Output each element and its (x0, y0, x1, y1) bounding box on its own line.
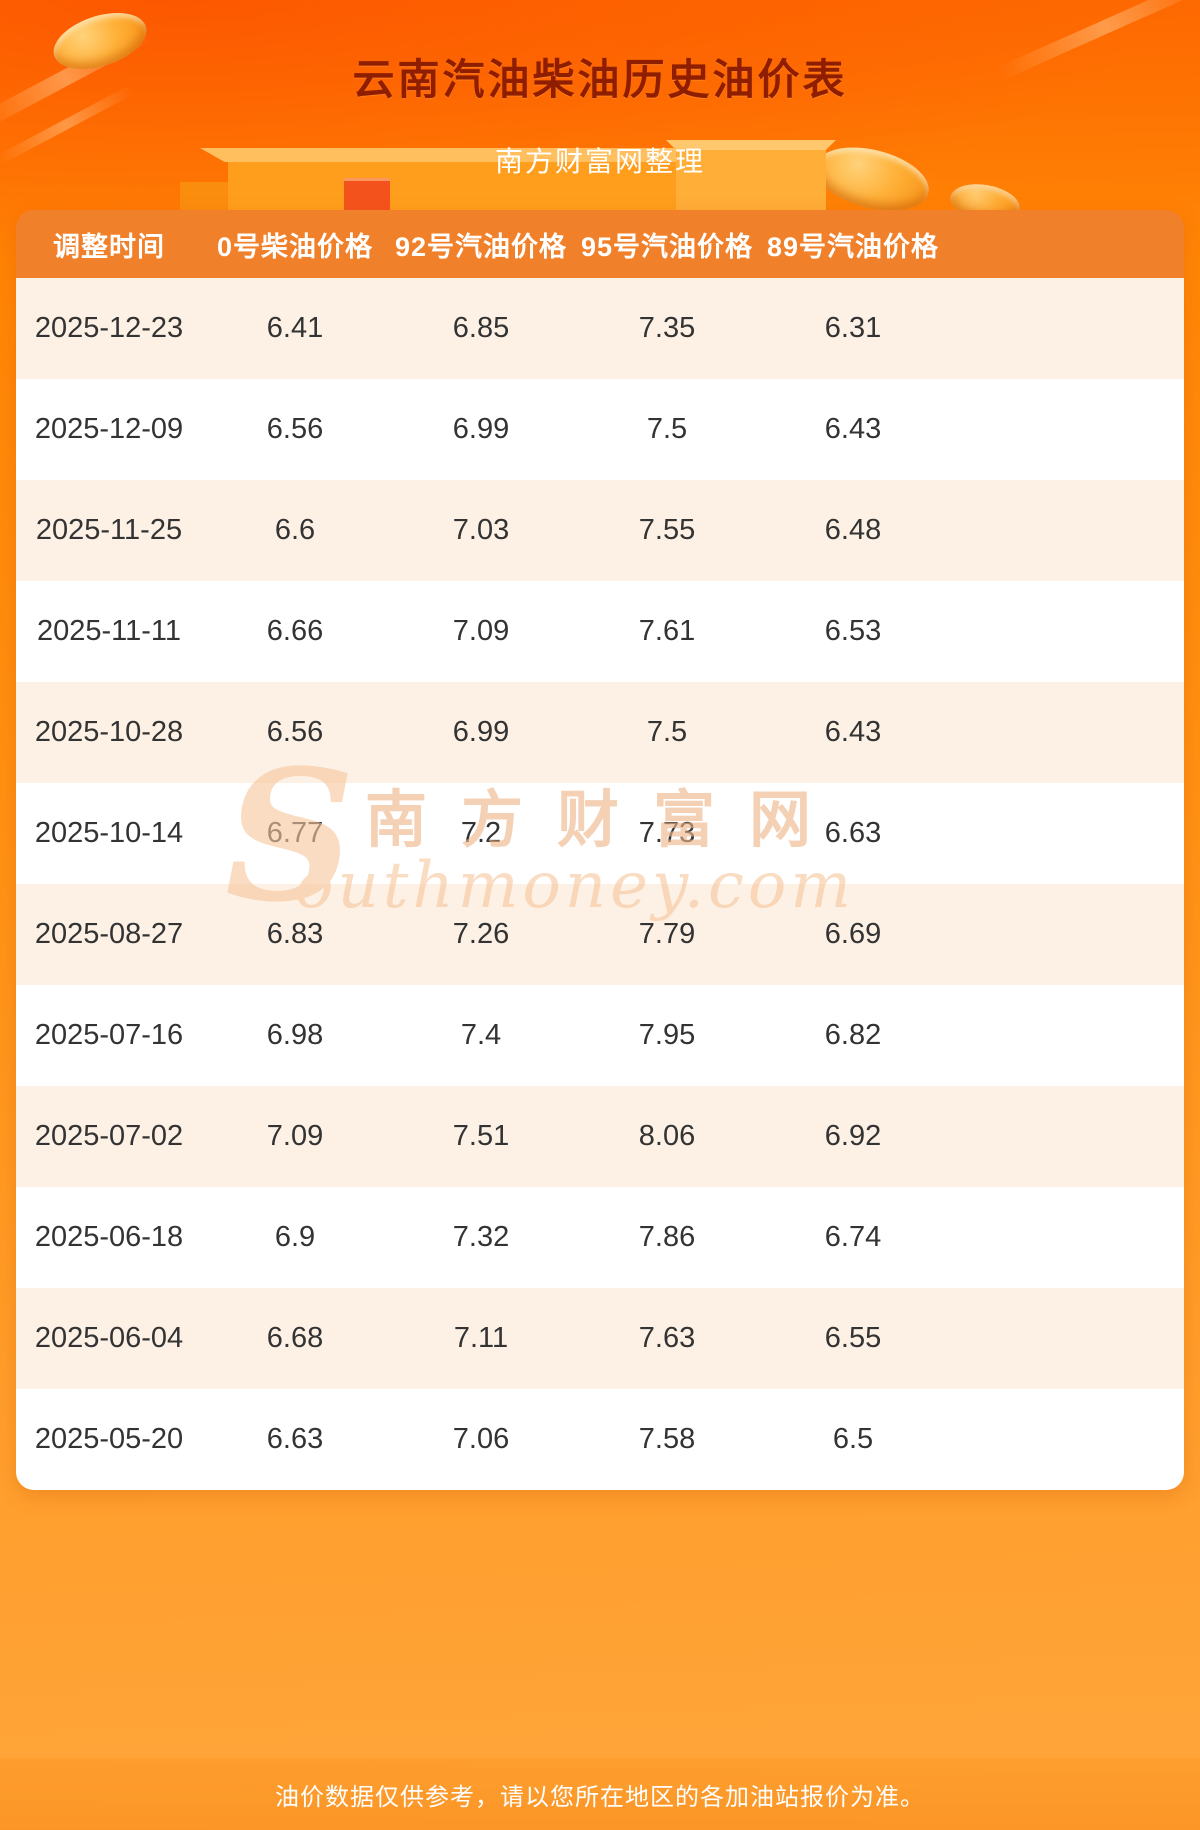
date-cell: 2025-08-27 (34, 918, 184, 950)
price-cell: 7.79 (638, 918, 696, 950)
table-row: 2025-06-18 6.9 7.32 7.86 6.74 (16, 1187, 1184, 1288)
table-body: 2025-12-23 6.41 6.85 7.35 6.31 2025-12-09 6.56… (16, 278, 1184, 1490)
table-row: 2025-12-23 6.41 6.85 7.35 6.31 (16, 278, 1184, 379)
page-subtitle: 南方财富网整理 (494, 146, 705, 177)
price-cell: 8.06 (638, 1120, 696, 1152)
price-cell: 6.48 (824, 514, 882, 546)
page-title: 云南汽油柴油历史油价表 (352, 56, 848, 103)
price-cell: 7.51 (452, 1120, 510, 1152)
price-cell: 7.95 (638, 1019, 696, 1051)
price-cell: 7.63 (638, 1322, 696, 1354)
price-cell: 7.4 (460, 1019, 502, 1051)
price-cell: 6.99 (452, 716, 510, 748)
table-row: 2025-12-09 6.56 6.99 7.5 6.43 (16, 379, 1184, 480)
price-cell: 7.61 (638, 615, 696, 647)
price-cell: 6.85 (452, 312, 510, 344)
date-cell: 2025-07-02 (34, 1120, 184, 1152)
price-cell: 6.82 (824, 1019, 882, 1051)
table-row: 2025-10-14 6.77 7.2 7.73 6.63 (16, 783, 1184, 884)
price-cell: 7.55 (638, 514, 696, 546)
date-cell: 2025-06-18 (34, 1221, 184, 1253)
price-cell: 6.69 (824, 918, 882, 950)
date-cell: 2025-10-28 (34, 716, 184, 748)
price-cell: 7.5 (646, 716, 688, 748)
price-cell: 6.41 (266, 312, 324, 344)
column-header: 调整时间 (53, 231, 165, 262)
table-row: 2025-11-25 6.6 7.03 7.55 6.48 (16, 480, 1184, 581)
date-cell: 2025-12-23 (34, 312, 184, 344)
price-cell: 7.73 (638, 817, 696, 849)
price-cell: 7.09 (266, 1120, 324, 1152)
table-row: 2025-08-27 6.83 7.26 7.79 6.69 (16, 884, 1184, 985)
price-cell: 6.9 (274, 1221, 316, 1253)
price-cell: 6.66 (266, 615, 324, 647)
table-row: 2025-07-16 6.98 7.4 7.95 6.82 (16, 985, 1184, 1086)
price-cell: 7.35 (638, 312, 696, 344)
price-cell: 6.56 (266, 413, 324, 445)
price-cell: 7.11 (453, 1322, 509, 1354)
column-header: 0号柴油价格 (216, 231, 374, 262)
table-header-row: 调整时间 0号柴油价格 92号汽油价格 95号汽油价格 89号汽油价格 (16, 210, 1184, 278)
price-cell: 6.77 (266, 817, 324, 849)
price-cell: 7.2 (460, 817, 502, 849)
date-cell: 2025-12-09 (34, 413, 184, 445)
table-row: 2025-10-28 6.56 6.99 7.5 6.43 (16, 682, 1184, 783)
price-cell: 6.83 (266, 918, 324, 950)
column-header: 92号汽油价格 (394, 231, 568, 262)
price-cell: 6.74 (824, 1221, 882, 1253)
price-cell: 6.68 (266, 1322, 324, 1354)
date-cell: 2025-06-04 (34, 1322, 184, 1354)
price-cell: 7.09 (452, 615, 510, 647)
price-cell: 7.06 (452, 1423, 510, 1455)
table-row: 2025-06-04 6.68 7.11 7.63 6.55 (16, 1288, 1184, 1389)
price-cell: 7.03 (452, 514, 510, 546)
price-cell: 6.6 (274, 514, 316, 546)
gift-box-icon (344, 178, 390, 212)
price-cell: 6.92 (824, 1120, 882, 1152)
price-cell: 6.43 (824, 716, 882, 748)
table-row: 2025-07-02 7.09 7.51 8.06 6.92 (16, 1086, 1184, 1187)
price-cell: 6.98 (266, 1019, 324, 1051)
price-cell: 6.53 (824, 615, 882, 647)
price-cell: 7.26 (452, 918, 510, 950)
date-cell: 2025-10-14 (34, 817, 184, 849)
column-header: 89号汽油价格 (766, 231, 940, 262)
price-cell: 7.86 (638, 1221, 696, 1253)
price-cell: 7.58 (638, 1423, 696, 1455)
date-cell: 2025-11-25 (35, 514, 183, 546)
price-table: 调整时间 0号柴油价格 92号汽油价格 95号汽油价格 89号汽油价格 2025-12-… (16, 210, 1184, 1490)
date-cell: 2025-05-20 (34, 1423, 184, 1455)
price-cell: 6.43 (824, 413, 882, 445)
date-cell: 2025-07-16 (34, 1019, 184, 1051)
table-row: 2025-05-20 6.63 7.06 7.58 6.5 (16, 1389, 1184, 1490)
column-header: 95号汽油价格 (580, 231, 754, 262)
price-cell: 6.31 (824, 312, 882, 344)
price-cell: 6.56 (266, 716, 324, 748)
date-cell: 2025-11-11 (36, 615, 182, 647)
price-cell: 6.99 (452, 413, 510, 445)
price-cell: 6.5 (832, 1423, 874, 1455)
price-cell: 6.63 (266, 1423, 324, 1455)
price-cell: 7.32 (452, 1221, 510, 1253)
price-cell: 6.63 (824, 817, 882, 849)
footer-note: 油价数据仅供参考，请以您所在地区的各加油站报价为准。 (0, 1758, 1200, 1830)
price-cell: 7.5 (646, 413, 688, 445)
table-row: 2025-11-11 6.66 7.09 7.61 6.53 (16, 581, 1184, 682)
price-cell: 6.55 (824, 1322, 882, 1354)
